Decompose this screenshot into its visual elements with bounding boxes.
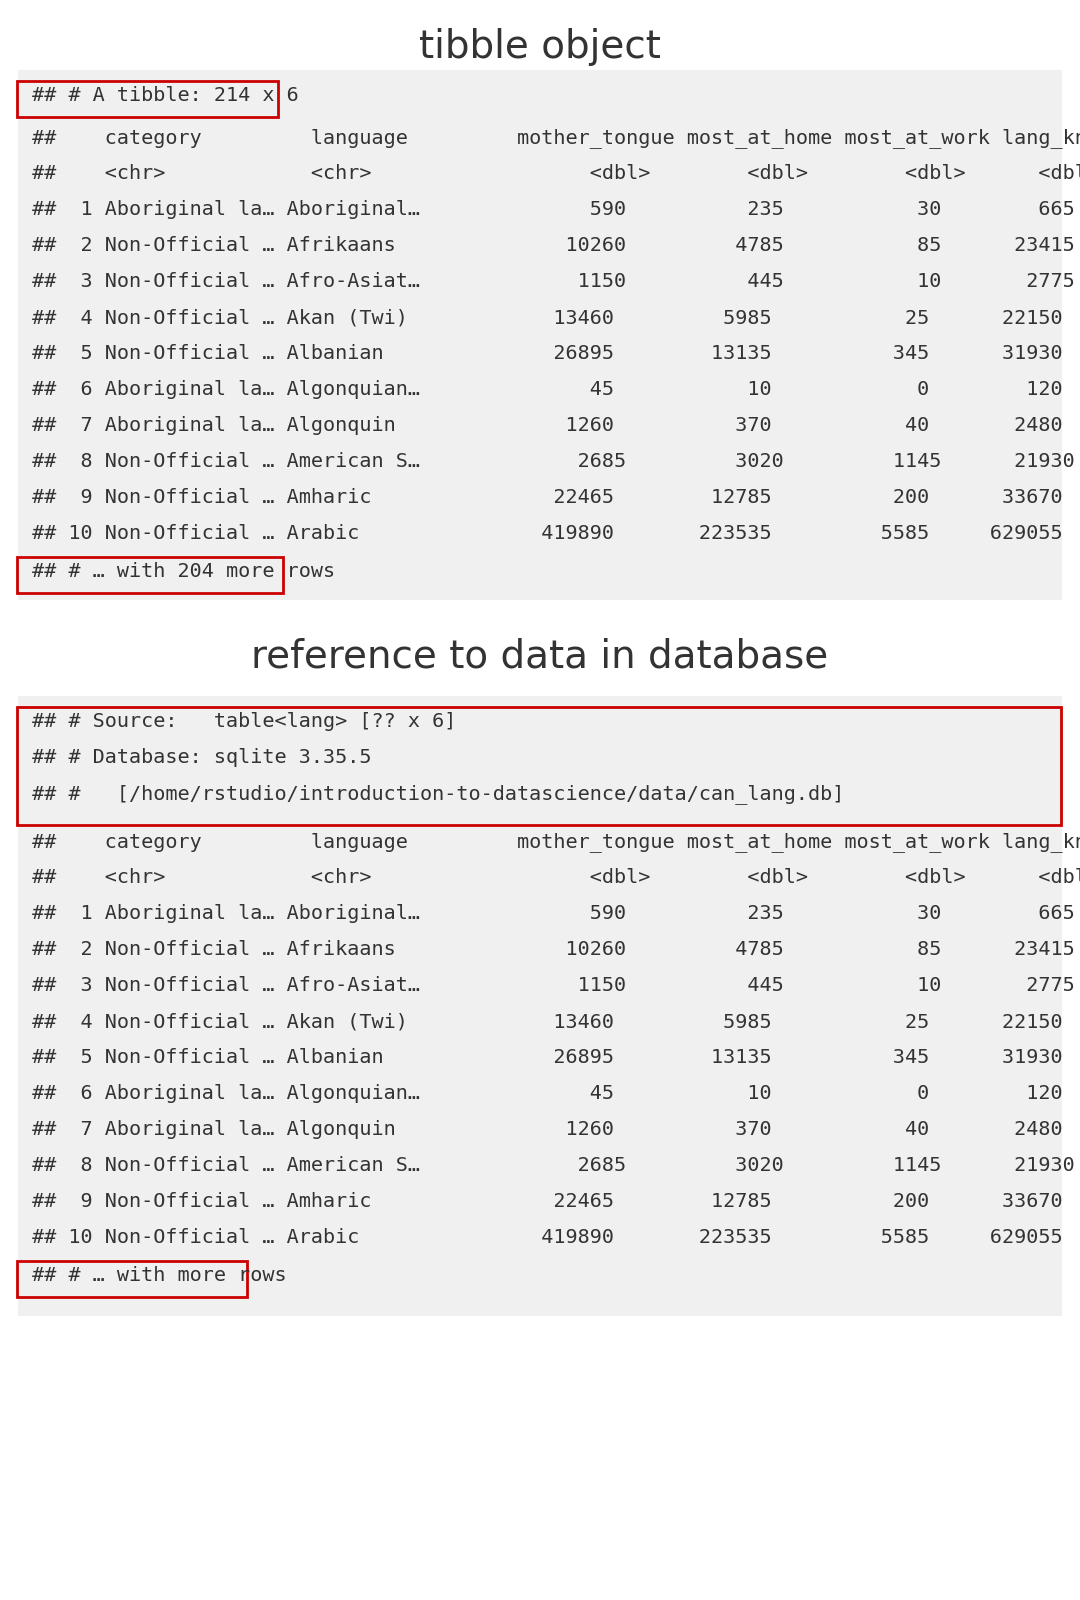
Text: ##    category         language         mother_tongue most_at_home most_at_work : ## category language mother_tongue most_… [32,832,1080,851]
Text: reference to data in database: reference to data in database [252,638,828,675]
Text: ##    category         language         mother_tongue most_at_home most_at_work : ## category language mother_tongue most_… [32,128,1080,147]
Text: ##  2 Non-Official … Afrikaans              10260         4785           85     : ## 2 Non-Official … Afrikaans 10260 4785… [32,235,1075,254]
Text: ## # Database: sqlite 3.35.5: ## # Database: sqlite 3.35.5 [32,749,372,766]
Text: ##  9 Non-Official … Amharic               22465        12785          200      : ## 9 Non-Official … Amharic 22465 12785 … [32,488,1063,507]
Text: ##  9 Non-Official … Amharic               22465        12785          200      : ## 9 Non-Official … Amharic 22465 12785 … [32,1192,1063,1211]
Text: ##  1 Aboriginal la… Aboriginal…              590          235           30     : ## 1 Aboriginal la… Aboriginal… 590 235 … [32,200,1075,219]
Text: ## # … with more rows: ## # … with more rows [32,1266,286,1285]
Text: ##  8 Non-Official … American S…             2685         3020         1145     : ## 8 Non-Official … American S… 2685 302… [32,1155,1075,1174]
Text: ##  7 Aboriginal la… Algonquin              1260          370           40      : ## 7 Aboriginal la… Algonquin 1260 370 4… [32,1120,1063,1139]
FancyBboxPatch shape [17,707,1061,826]
Text: ##  4 Non-Official … Akan (Twi)            13460         5985           25      : ## 4 Non-Official … Akan (Twi) 13460 598… [32,307,1063,326]
Text: ## #   [/home/rstudio/introduction-to-datascience/data/can_lang.db]: ## # [/home/rstudio/introduction-to-data… [32,784,845,803]
Text: ##  2 Non-Official … Afrikaans              10260         4785           85     : ## 2 Non-Official … Afrikaans 10260 4785… [32,939,1075,958]
FancyBboxPatch shape [17,557,283,594]
Text: ##  3 Non-Official … Afro-Asiat…             1150          445           10     : ## 3 Non-Official … Afro-Asiat… 1150 445… [32,976,1075,995]
Text: ##  6 Aboriginal la… Algonquian…              45           10            0      : ## 6 Aboriginal la… Algonquian… 45 10 0 [32,1085,1063,1102]
Text: ## 10 Non-Official … Arabic               419890       223535         5585     6: ## 10 Non-Official … Arabic 419890 22353… [32,1229,1063,1246]
Text: ##    <chr>            <chr>                  <dbl>        <dbl>        <dbl>   : ## <chr> <chr> <dbl> <dbl> <dbl> [32,165,1080,182]
Text: ##  3 Non-Official … Afro-Asiat…             1150          445           10     : ## 3 Non-Official … Afro-Asiat… 1150 445… [32,272,1075,291]
Text: ## # … with 204 more rows: ## # … with 204 more rows [32,562,335,581]
Text: ##    <chr>            <chr>                  <dbl>        <dbl>        <dbl>   : ## <chr> <chr> <dbl> <dbl> <dbl> [32,867,1080,886]
FancyBboxPatch shape [17,1261,247,1298]
FancyBboxPatch shape [18,70,1062,600]
Text: tibble object: tibble object [419,27,661,66]
Text: ## # A tibble: 214 x 6: ## # A tibble: 214 x 6 [32,86,299,106]
Text: ##  7 Aboriginal la… Algonquin              1260          370           40      : ## 7 Aboriginal la… Algonquin 1260 370 4… [32,416,1063,435]
Text: ##  1 Aboriginal la… Aboriginal…              590          235           30     : ## 1 Aboriginal la… Aboriginal… 590 235 … [32,904,1075,923]
Text: ## 10 Non-Official … Arabic               419890       223535         5585     6: ## 10 Non-Official … Arabic 419890 22353… [32,525,1063,542]
Text: ## # Source:   table<lang> [?? x 6]: ## # Source: table<lang> [?? x 6] [32,712,457,731]
Text: ##  5 Non-Official … Albanian              26895        13135          345      : ## 5 Non-Official … Albanian 26895 13135… [32,1048,1063,1067]
Text: ##  5 Non-Official … Albanian              26895        13135          345      : ## 5 Non-Official … Albanian 26895 13135… [32,344,1063,363]
FancyBboxPatch shape [17,82,278,117]
Text: ##  6 Aboriginal la… Algonquian…              45           10            0      : ## 6 Aboriginal la… Algonquian… 45 10 0 [32,379,1063,398]
Text: ##  8 Non-Official … American S…             2685         3020         1145     : ## 8 Non-Official … American S… 2685 302… [32,451,1075,470]
Text: ##  4 Non-Official … Akan (Twi)            13460         5985           25      : ## 4 Non-Official … Akan (Twi) 13460 598… [32,1013,1063,1030]
FancyBboxPatch shape [18,696,1062,1315]
